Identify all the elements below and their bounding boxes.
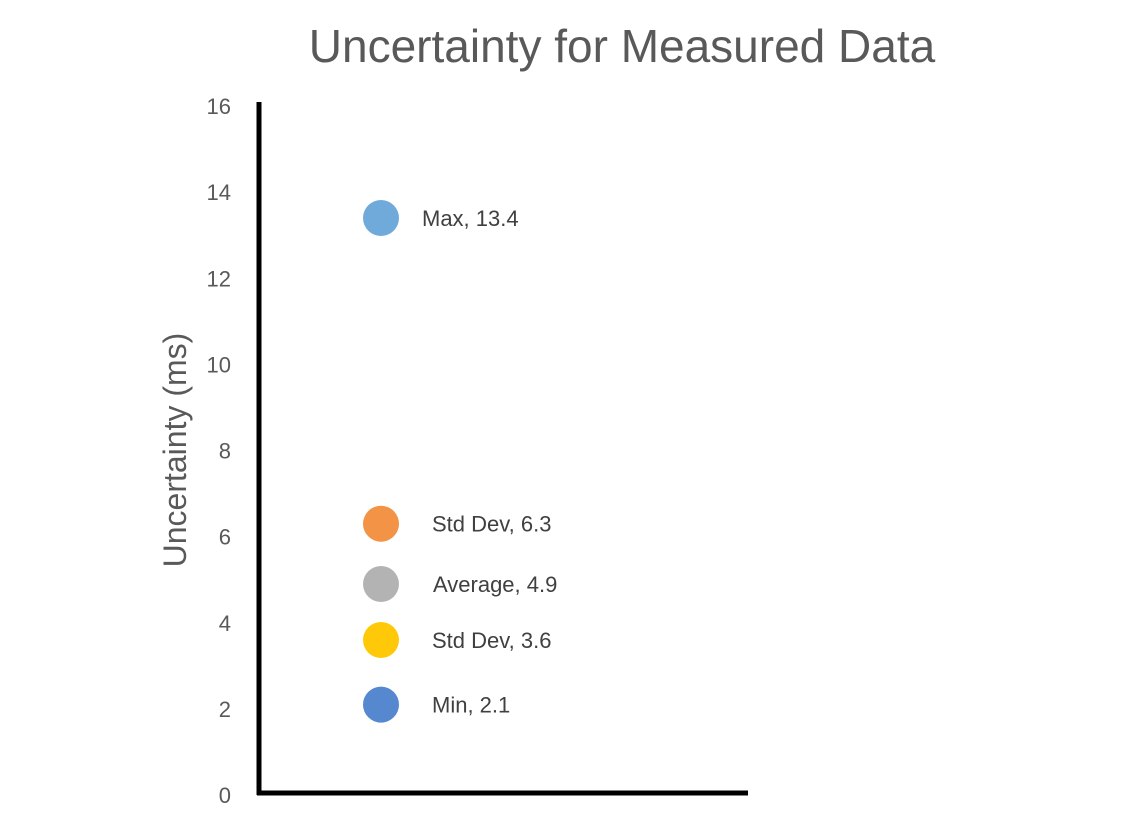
chart-title: Uncertainty for Measured Data bbox=[309, 20, 936, 72]
data-point-marker bbox=[363, 565, 399, 602]
data-point-marker bbox=[363, 686, 399, 723]
data-point-label: Min, 2.1 bbox=[432, 693, 510, 718]
y-tick-label: 8 bbox=[219, 439, 231, 464]
data-point-label: Std Dev, 3.6 bbox=[432, 628, 551, 653]
y-tick-label: 6 bbox=[219, 525, 231, 550]
y-tick-label: 0 bbox=[219, 783, 231, 808]
y-tick-label: 12 bbox=[207, 266, 231, 291]
y-tick-label: 14 bbox=[207, 180, 231, 205]
data-point-marker bbox=[363, 621, 399, 658]
y-axis-ticks: 0 2 4 6 8 10 12 14 16 bbox=[207, 94, 231, 808]
y-tick-label: 2 bbox=[219, 697, 231, 722]
data-point-label: Max, 13.4 bbox=[422, 206, 519, 231]
data-point-marker bbox=[363, 505, 399, 542]
data-points: Max, 13.4 Std Dev, 6.3 Average, 4.9 Std Dev… bbox=[363, 199, 557, 723]
data-point-label: Std Dev, 6.3 bbox=[432, 512, 551, 537]
y-axis-label: Uncertainty (ms) bbox=[157, 333, 193, 568]
y-tick-label: 4 bbox=[219, 611, 231, 636]
data-point-label: Average, 4.9 bbox=[433, 572, 557, 597]
data-point-marker bbox=[363, 199, 399, 236]
y-tick-label: 10 bbox=[207, 352, 231, 377]
y-tick-label: 16 bbox=[207, 94, 231, 119]
